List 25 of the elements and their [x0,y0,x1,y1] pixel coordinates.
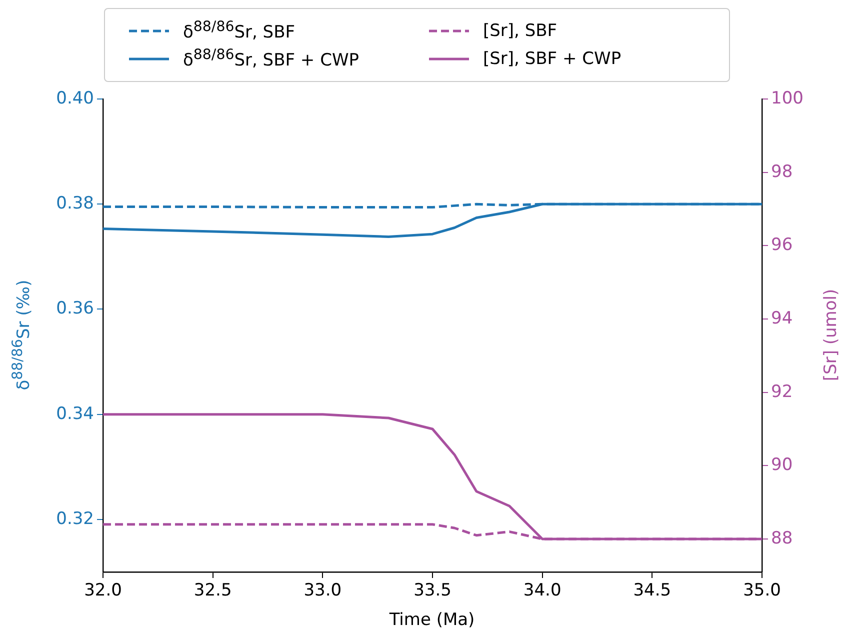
y-tick-label: 0.36 [56,298,94,319]
y2-tick-label: 96 [771,235,793,256]
y2-tick-label: 88 [771,528,793,548]
y2-axis-title: [Sr] (umol) [821,288,841,382]
y2-tick-label: 94 [771,308,793,328]
legend-label: [Sr], SBF [483,21,558,42]
x-tick-label: 35.0 [743,580,781,601]
y-tick-label: 0.34 [56,404,94,424]
y2-tick-label: 100 [771,88,804,108]
y-tick-label: 0.40 [56,88,94,108]
y-tick-label: 0.38 [56,194,94,214]
x-tick-label: 34.5 [633,580,672,601]
y-tick-label: 0.32 [56,508,94,529]
legend-label: [Sr], SBF + CWP [483,48,622,69]
y2-tick-label: 92 [771,382,793,402]
x-tick-label: 32.5 [194,580,232,601]
x-tick-label: 32.0 [84,580,122,601]
x-tick-label: 33.5 [414,580,452,601]
legend-label: δ$^{88/86}$Sr, SBF [183,19,296,43]
x-tick-label: 34.0 [523,580,562,601]
y2-tick-label: 90 [771,455,793,476]
x-tick-label: 33.0 [304,580,342,601]
x-axis-title: Time (Ma) [389,610,475,630]
legend-label: δ$^{88/86}$Sr, SBF + CWP [183,47,360,71]
y2-tick-label: 98 [771,162,793,182]
